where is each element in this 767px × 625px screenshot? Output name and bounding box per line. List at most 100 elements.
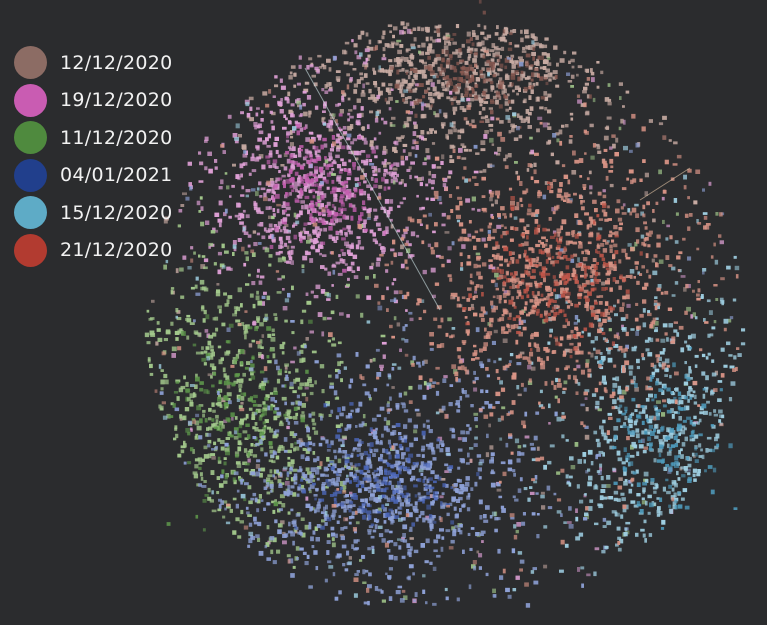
scatter-point (728, 354, 733, 357)
scatter-point (238, 134, 242, 138)
scatter-point (550, 184, 554, 189)
scatter-point (390, 163, 394, 167)
scatter-point (438, 408, 444, 413)
scatter-point (537, 116, 543, 121)
scatter-point (300, 176, 304, 181)
scatter-point (400, 21, 405, 26)
scatter-point (293, 185, 298, 190)
scatter-point (393, 141, 397, 144)
scatter-point (146, 341, 151, 345)
scatter-point (664, 332, 668, 336)
scatter-point (587, 332, 591, 337)
scatter-point (601, 550, 606, 554)
scatter-point (517, 56, 523, 60)
scatter-point (531, 40, 535, 45)
scatter-point (503, 93, 506, 99)
scatter-point (468, 178, 472, 182)
scatter-point (335, 294, 339, 299)
scatter-point (360, 498, 365, 502)
scatter-point (445, 83, 449, 88)
scatter-point (652, 364, 657, 369)
scatter-point (377, 40, 381, 44)
scatter-point (377, 87, 381, 91)
scatter-point (677, 477, 681, 481)
scatter-point (342, 450, 348, 454)
scatter-point (252, 436, 257, 440)
scatter-point (412, 505, 418, 510)
scatter-point (666, 435, 670, 440)
scatter-point (421, 176, 424, 181)
scatter-point (317, 174, 323, 179)
scatter-point (314, 146, 319, 151)
scatter-point (337, 369, 341, 374)
scatter-point (444, 75, 448, 81)
scatter-point (718, 234, 722, 238)
scatter-point (342, 214, 346, 220)
scatter-point (438, 109, 442, 114)
scatter-point (334, 489, 338, 495)
scatter-point (429, 486, 435, 490)
scatter-point (461, 43, 465, 48)
scatter-point (369, 265, 374, 270)
scatter-point (645, 500, 648, 506)
scatter-point (334, 596, 339, 601)
scatter-point (688, 386, 692, 390)
scatter-point (479, 361, 483, 367)
scatter-point (371, 149, 376, 154)
scatter-point (237, 440, 242, 445)
scatter-point (483, 88, 488, 93)
scatter-point (464, 178, 468, 183)
scatter-point (289, 130, 293, 135)
scatter-point (338, 590, 342, 595)
scatter-point (655, 317, 659, 321)
scatter-point (619, 306, 624, 312)
scatter-point (289, 71, 293, 75)
scatter-point (402, 533, 406, 538)
scatter-point (284, 370, 288, 373)
scatter-point (250, 360, 253, 364)
scatter-point (379, 40, 382, 44)
scatter-point (244, 99, 250, 105)
scatter-point (642, 533, 646, 538)
scatter-point (695, 169, 701, 174)
scatter-point (692, 390, 696, 394)
scatter-point (413, 121, 417, 125)
scatter-point (501, 34, 505, 39)
scatter-point (430, 82, 435, 87)
scatter-point (436, 534, 441, 539)
scatter-point (424, 495, 427, 499)
scatter-point (434, 57, 438, 62)
scatter-point (456, 219, 460, 223)
scatter-point (664, 368, 669, 372)
scatter-point (265, 206, 270, 210)
scatter-point (318, 182, 324, 187)
scatter-point (525, 116, 530, 121)
scatter-point (352, 138, 358, 142)
scatter-point (680, 429, 686, 435)
scatter-point (372, 489, 376, 493)
scatter-point (386, 420, 391, 426)
scatter-point (611, 239, 615, 243)
scatter-point (163, 264, 167, 270)
scatter-point (445, 483, 449, 488)
scatter-point (389, 199, 394, 204)
scatter-point (698, 455, 703, 458)
scatter-point (200, 476, 204, 481)
scatter-point (346, 465, 351, 470)
scatter-point (459, 508, 462, 513)
scatter-point (378, 65, 381, 70)
scatter-point (430, 197, 436, 201)
scatter-point (544, 310, 548, 315)
scatter-point (359, 469, 364, 475)
scatter-point (186, 335, 190, 340)
scatter-point (346, 249, 351, 255)
scatter-point (419, 51, 425, 56)
scatter-point (523, 86, 528, 92)
scatter-point (477, 264, 481, 268)
scatter-point (382, 53, 386, 57)
scatter-point (559, 58, 565, 63)
scatter-point (175, 337, 179, 341)
scatter-point (243, 482, 249, 486)
scatter-point (300, 417, 305, 423)
scatter-point (719, 414, 724, 418)
